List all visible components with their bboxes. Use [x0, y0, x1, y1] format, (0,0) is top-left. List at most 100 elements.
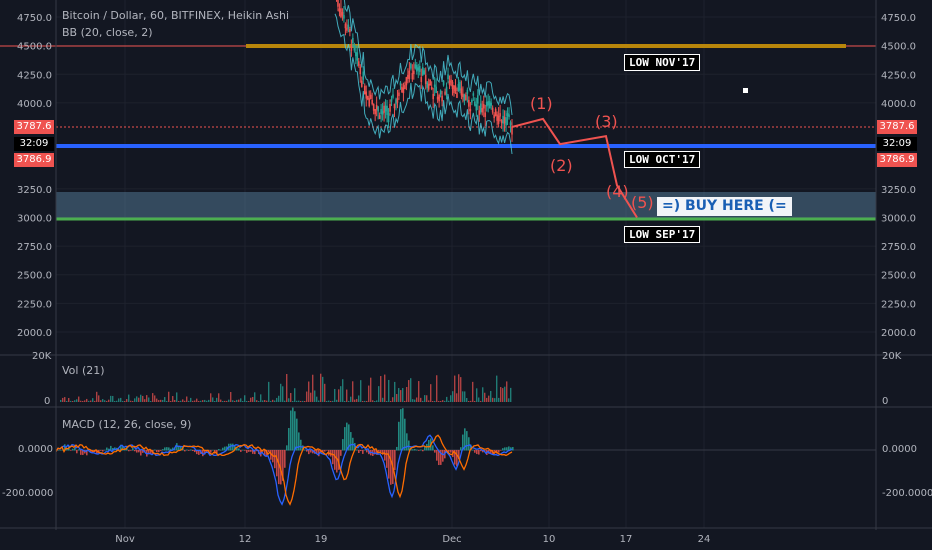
macd-histogram-bar	[218, 449, 220, 451]
volume-bar	[388, 379, 390, 402]
volume-bar	[124, 400, 126, 402]
volume-bar	[436, 375, 438, 402]
wave-2-label[interactable]: (2)	[550, 156, 573, 175]
volume-bar	[504, 386, 506, 402]
volume-bar	[228, 399, 230, 402]
volume-bar	[272, 399, 274, 402]
candle-body	[407, 74, 409, 79]
candle-body	[499, 113, 501, 117]
volume-bar	[174, 399, 176, 402]
volume-bar	[218, 393, 220, 402]
volume-bar	[490, 390, 492, 402]
candle-body	[421, 67, 424, 76]
volume-bar	[366, 400, 368, 402]
candle-body	[439, 90, 442, 95]
volume-bar	[266, 400, 268, 402]
macd-histogram-bar	[504, 447, 506, 451]
vol-indicator-label[interactable]: Vol (21)	[62, 364, 105, 377]
macd-histogram-bar	[250, 450, 252, 452]
low-sep-label[interactable]: LOW SEP'17	[624, 226, 701, 243]
macd-histogram-bar	[470, 444, 472, 451]
candle-body	[436, 96, 439, 100]
candle-body	[447, 74, 449, 80]
buy-here-label[interactable]: =) BUY HERE (=	[657, 197, 792, 216]
price-badge-right-top: 3787.6	[877, 120, 917, 134]
macd-histogram-bar	[264, 450, 266, 457]
volume-bar	[476, 388, 478, 402]
candle-body	[401, 86, 403, 93]
candle-body	[405, 77, 408, 86]
macd-histogram-bar	[244, 450, 246, 451]
volume-bar	[168, 391, 170, 402]
volume-bar	[488, 395, 490, 402]
low-nov-label[interactable]: LOW NOV'17	[624, 54, 701, 71]
volume-bar	[296, 400, 298, 402]
candle-body	[463, 94, 466, 102]
volume-bar	[148, 397, 150, 402]
price-tick-right: 4500.0	[881, 42, 916, 53]
macd-histogram-bar	[60, 450, 62, 451]
volume-bar	[130, 400, 132, 402]
macd-histogram-bar	[72, 448, 74, 451]
macd-histogram-bar	[172, 447, 174, 451]
price-tick-right: 2250.0	[881, 299, 916, 310]
volume-bar	[288, 398, 290, 402]
macd-histogram-bar	[198, 450, 200, 455]
macd-indicator-label[interactable]: MACD (12, 26, close, 9)	[62, 418, 192, 431]
macd-histogram-bar	[400, 409, 402, 451]
volume-bar	[188, 400, 190, 402]
volume-bar	[294, 388, 296, 402]
macd-histogram-bar	[388, 450, 390, 479]
symbol-title[interactable]: Bitcoin / Dollar, 60, BITFINEX, Heikin A…	[62, 9, 290, 22]
volume-bar	[244, 395, 246, 402]
volume-bar	[74, 400, 76, 402]
macd-histogram-bar	[456, 450, 458, 467]
candle-body	[395, 99, 397, 105]
macd-histogram-bar	[278, 450, 280, 485]
bb-indicator-label[interactable]: BB (20, close, 2)	[62, 26, 153, 39]
volume-bar	[446, 396, 448, 402]
wave-1-label[interactable]: (1)	[530, 94, 553, 113]
candle-body	[503, 117, 506, 124]
candle-body	[359, 66, 362, 75]
volume-bar	[154, 395, 156, 402]
volume-bar	[180, 400, 182, 402]
candle-body	[496, 114, 498, 121]
volume-bar	[384, 374, 386, 402]
time-tick-label: 17	[620, 534, 633, 545]
candle-body	[357, 61, 360, 66]
volume-bar	[258, 400, 260, 402]
candle-body	[509, 122, 512, 126]
macd-histogram-bar	[454, 450, 456, 465]
volume-bar	[318, 400, 320, 402]
macd-histogram-bar	[58, 450, 60, 451]
candle-body	[404, 85, 406, 89]
macd-histogram-bar	[164, 447, 166, 451]
macd-histogram-bar	[194, 450, 196, 453]
macd-histogram-bar	[90, 450, 92, 453]
volume-bar	[76, 399, 78, 402]
candle-body	[476, 95, 479, 104]
time-tick-label: 12	[239, 534, 252, 545]
macd-histogram-bar	[500, 450, 502, 451]
volume-bar	[78, 396, 80, 402]
volume-bar	[368, 385, 370, 402]
volume-bar	[364, 400, 366, 402]
candle-body	[352, 37, 354, 44]
macd-histogram-bar	[70, 450, 72, 451]
candle-body	[383, 105, 385, 113]
wave-5-label[interactable]: (5)	[631, 193, 654, 212]
volume-bar	[414, 399, 416, 402]
macd-histogram-bar	[282, 450, 284, 481]
volume-bar	[394, 381, 396, 402]
wave-3-label[interactable]: (3)	[595, 112, 618, 131]
macd-histogram-bar	[110, 445, 112, 451]
macd-histogram-bar	[230, 443, 232, 451]
volume-bar	[304, 400, 306, 402]
wave-4-label[interactable]: (4)	[606, 182, 629, 201]
time-tick-label: Nov	[115, 534, 135, 545]
macd-histogram-bar	[428, 440, 430, 451]
low-oct-label[interactable]: LOW OCT'17	[624, 151, 701, 168]
volume-bar	[122, 400, 124, 402]
candle-body	[442, 80, 445, 86]
